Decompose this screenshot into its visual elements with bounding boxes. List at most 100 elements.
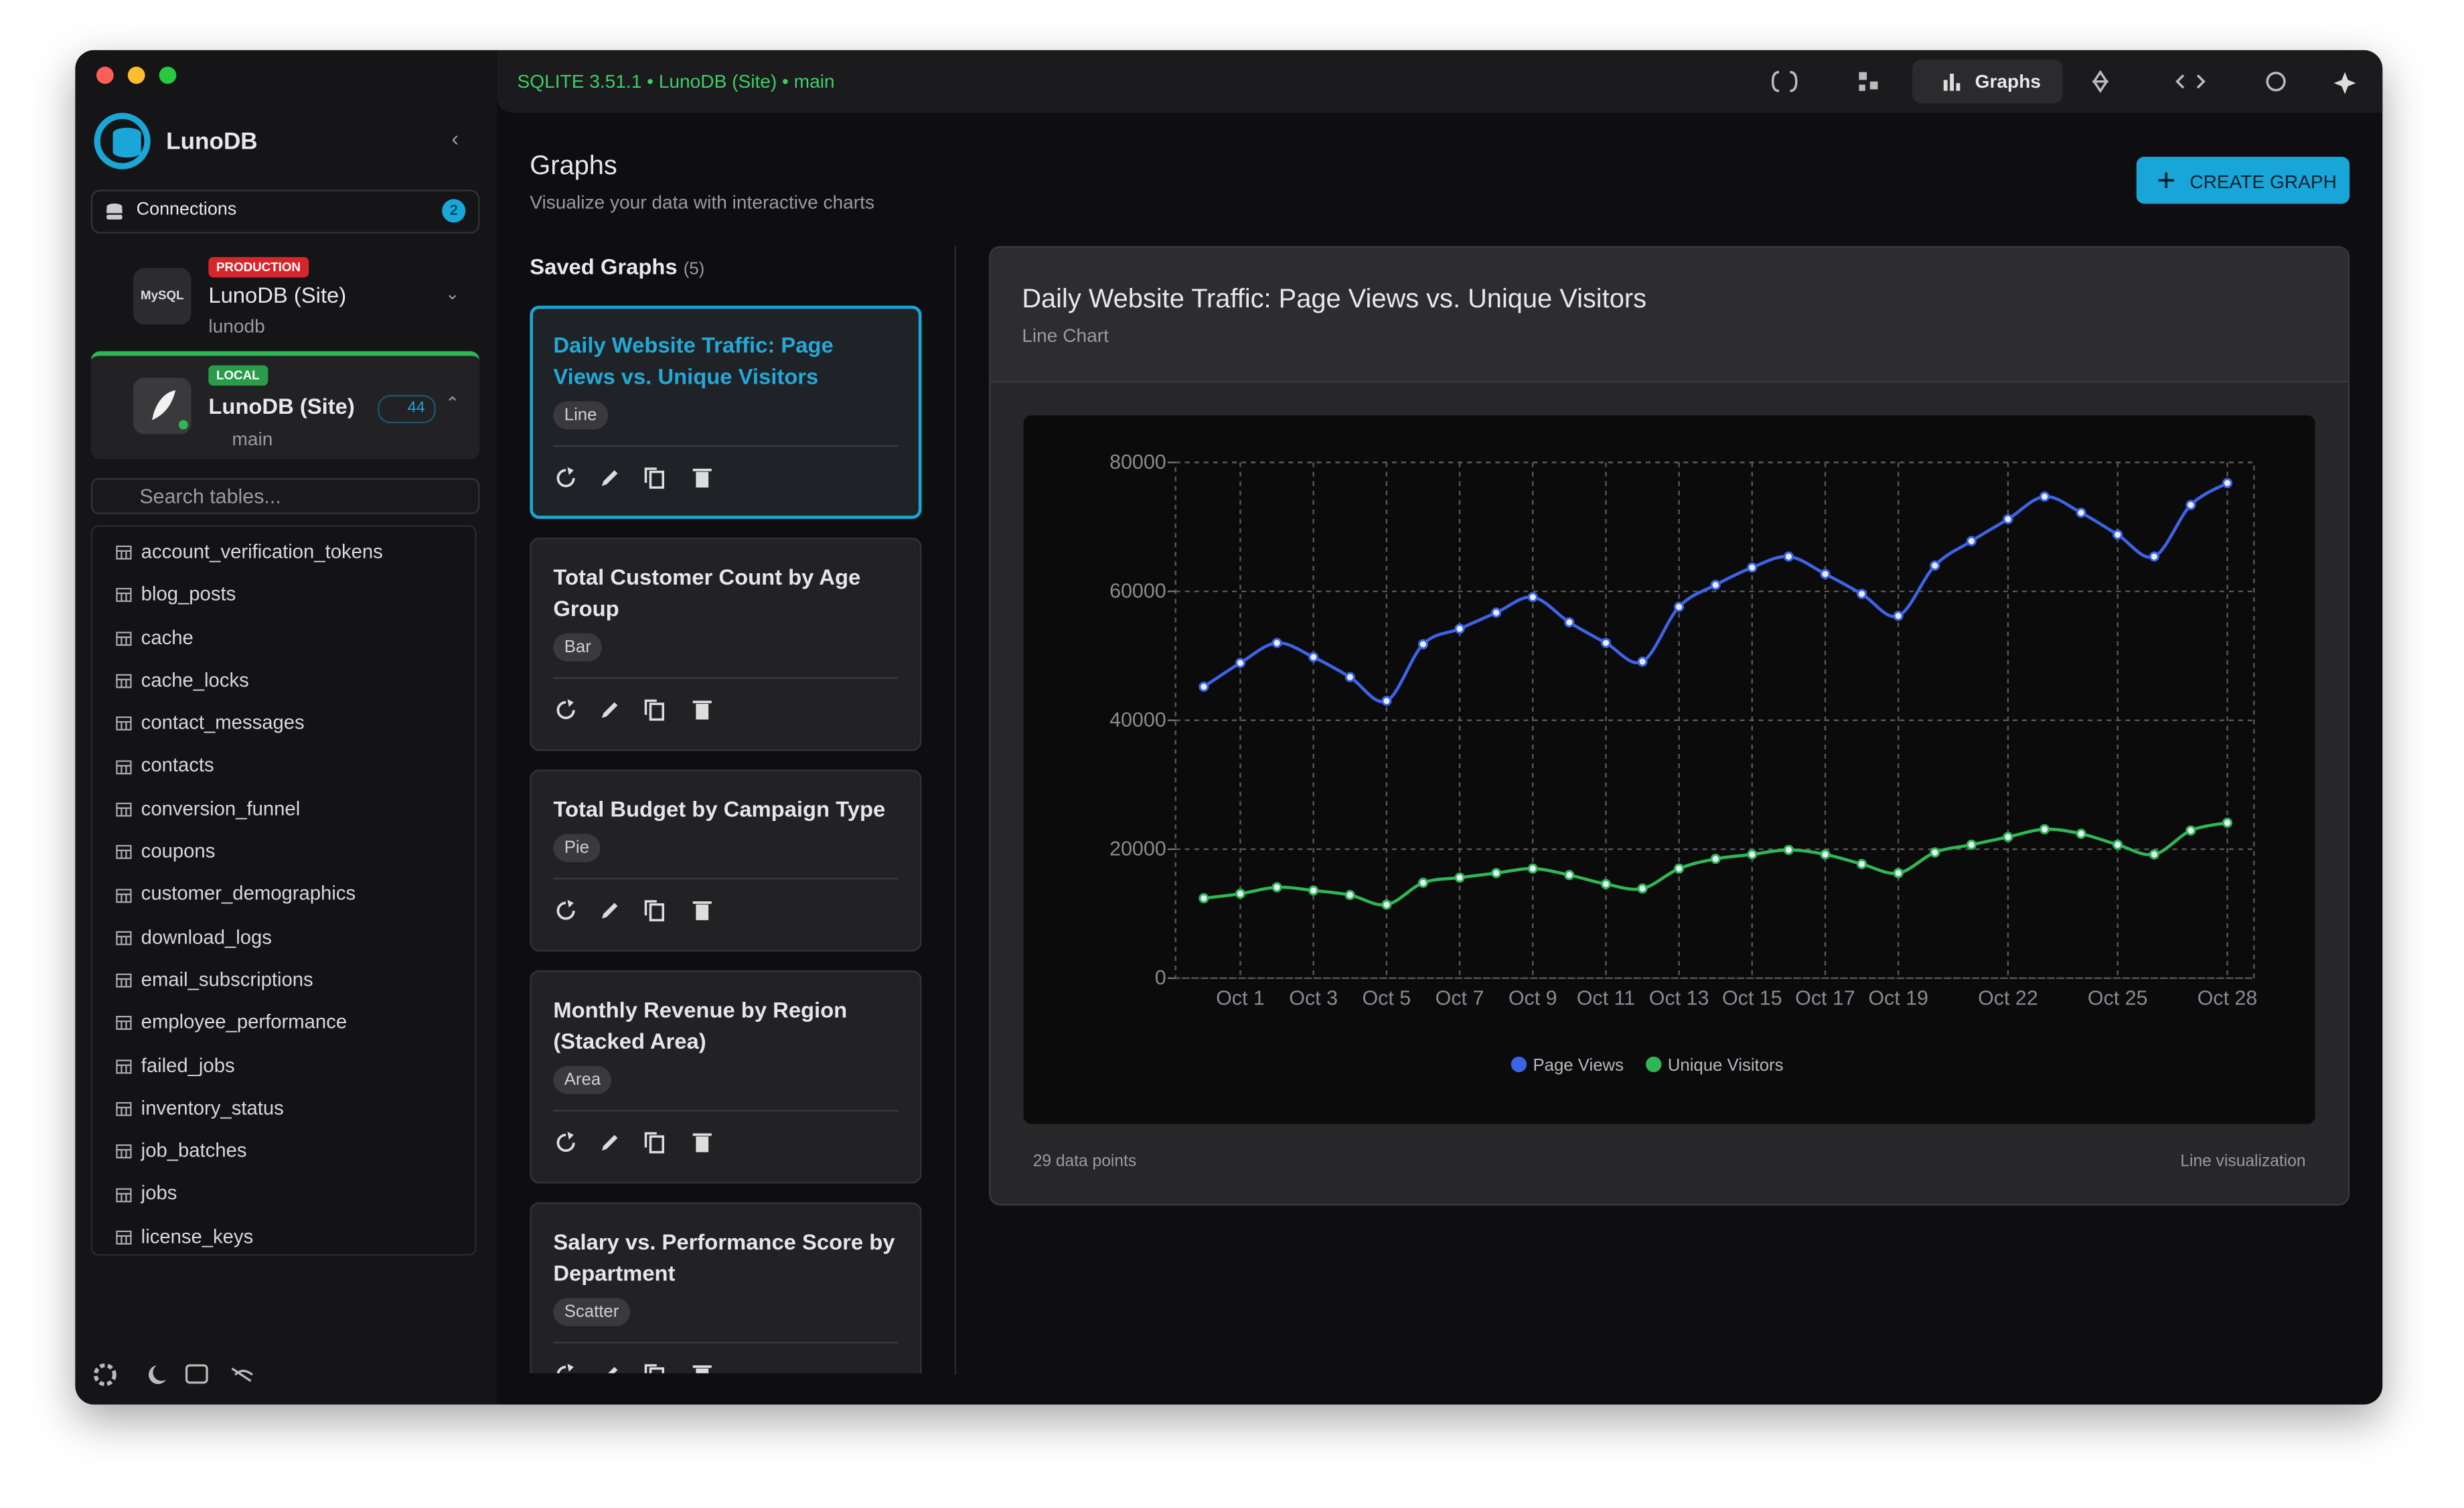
data-point	[1637, 883, 1648, 894]
table-item[interactable]: download_logs	[92, 917, 475, 960]
connection-item-active[interactable]: LOCAL LunoDB (Site) 44 main ⌃	[90, 351, 480, 459]
collapse-icon: ⌃	[445, 394, 460, 414]
chart-area	[1023, 415, 2315, 1124]
y-tick-label: 60000	[1109, 579, 1166, 602]
y-tick-label: 80000	[1109, 451, 1166, 473]
table-item[interactable]: conversion_funnel	[92, 788, 475, 831]
saved-graph-card[interactable]: Total Budget by Campaign Type Pie	[530, 769, 922, 952]
data-point	[1235, 658, 1246, 668]
table-icon	[116, 759, 132, 774]
card-title: Salary vs. Performance Score by Departme…	[553, 1229, 895, 1286]
connection-item[interactable]: MySQL PRODUCTION LunoDB (Site) lunodb ⌄	[91, 246, 480, 344]
data-point	[2003, 514, 2013, 524]
card-separator	[553, 1110, 899, 1112]
saved-graphs-label: Saved Graphs (5)	[530, 254, 704, 279]
table-name: inventory_status	[141, 1097, 284, 1120]
card-actions[interactable]	[553, 1130, 741, 1155]
search-box[interactable]: Search tables...	[90, 477, 480, 514]
data-point	[1673, 601, 1685, 612]
card-actions[interactable]	[553, 698, 741, 723]
table-name: jobs	[141, 1183, 177, 1205]
data-point	[1600, 637, 1612, 648]
table-item[interactable]: email_subscriptions	[92, 960, 475, 1002]
table-item[interactable]: cache_locks	[92, 660, 475, 702]
table-icon	[116, 845, 132, 860]
graphs-icon	[1943, 74, 1960, 91]
table-name: cache_locks	[141, 669, 249, 692]
table-item[interactable]: jobs	[92, 1173, 475, 1216]
card-type: Scatter	[553, 1298, 630, 1327]
card-separator	[553, 677, 899, 679]
x-tick-label: Oct 5	[1362, 987, 1411, 1010]
table-name: conversion_funnel	[141, 798, 301, 820]
table-name: account_verification_tokens	[141, 540, 383, 563]
db-icon	[106, 203, 123, 220]
create-graph-button[interactable]: CREATE GRAPH	[2136, 157, 2350, 204]
data-point	[1564, 617, 1575, 627]
data-point	[1527, 592, 1538, 603]
data-point	[2185, 825, 2196, 836]
table-item[interactable]: job_batches	[92, 1130, 475, 1173]
table-item[interactable]: failed_jobs	[92, 1045, 475, 1087]
chart-panel-header	[990, 247, 2348, 383]
saved-graphs-title: Saved Graphs	[530, 254, 678, 279]
data-point	[2003, 832, 2013, 842]
table-item[interactable]: inventory_status	[92, 1087, 475, 1130]
table-item[interactable]: employee_performance	[92, 1002, 475, 1045]
x-tick-label: Oct 1	[1216, 987, 1265, 1010]
data-point	[1930, 560, 1940, 571]
data-point	[2076, 508, 2086, 518]
traffic-lights	[96, 66, 177, 84]
table-item[interactable]: contact_messages	[92, 702, 475, 745]
data-point	[2076, 828, 2086, 839]
saved-graphs-count: (5)	[683, 260, 705, 279]
data-point	[2112, 529, 2123, 540]
data-point	[2222, 818, 2233, 828]
graphs-tab[interactable]: Graphs	[1912, 59, 2063, 104]
saved-graph-card[interactable]: Total Customer Count by Age Group Bar	[530, 537, 922, 751]
saved-graph-card[interactable]: Salary vs. Performance Score by Departme…	[530, 1202, 922, 1373]
x-tick-label: Oct 3	[1289, 987, 1338, 1010]
data-point	[1417, 877, 1429, 888]
table-item[interactable]: coupons	[92, 831, 475, 874]
table-name: blog_posts	[141, 583, 236, 606]
env-badge: PRODUCTION	[208, 256, 309, 278]
table-name: download_logs	[141, 925, 272, 948]
card-actions[interactable]	[553, 898, 741, 923]
collapse-button[interactable]: ‹	[451, 125, 459, 151]
table-item[interactable]: contacts	[92, 745, 475, 788]
saved-graph-card[interactable]: Monthly Revenue by Region (Stacked Area)…	[530, 970, 922, 1184]
table-icon	[116, 588, 132, 603]
create-graph-label: CREATE GRAPH	[2189, 171, 2337, 193]
table-item[interactable]: account_verification_tokens	[92, 532, 475, 575]
table-name: job_batches	[141, 1140, 247, 1162]
data-point	[1272, 637, 1282, 648]
card-actions[interactable]	[553, 1362, 741, 1373]
table-item[interactable]: license_keys	[92, 1216, 475, 1254]
data-point	[1199, 893, 1209, 903]
table-item[interactable]: customer_demographics	[92, 874, 475, 917]
table-item[interactable]: cache	[92, 617, 475, 660]
env-badge: LOCAL	[208, 365, 268, 386]
table-icon	[116, 888, 132, 903]
table-name: contacts	[141, 755, 214, 777]
table-icon	[116, 802, 132, 817]
table-icon	[116, 631, 132, 646]
table-item[interactable]: blog_posts	[92, 574, 475, 617]
x-tick-label: Oct 25	[2088, 987, 2148, 1010]
data-point	[1856, 589, 1867, 599]
x-tick-label: Oct 17	[1795, 987, 1855, 1010]
connections-button[interactable]: Connections 2	[90, 190, 480, 234]
data-point	[1308, 885, 1319, 896]
data-point	[1235, 889, 1246, 899]
card-actions[interactable]	[553, 465, 741, 490]
connection-db: main	[232, 428, 273, 450]
saved-graph-card[interactable]: Daily Website Traffic: Page Views vs. Un…	[530, 305, 922, 519]
data-point	[1783, 844, 1794, 855]
table-icon	[116, 717, 132, 731]
data-point	[1673, 863, 1685, 874]
feather-icon	[152, 390, 188, 430]
